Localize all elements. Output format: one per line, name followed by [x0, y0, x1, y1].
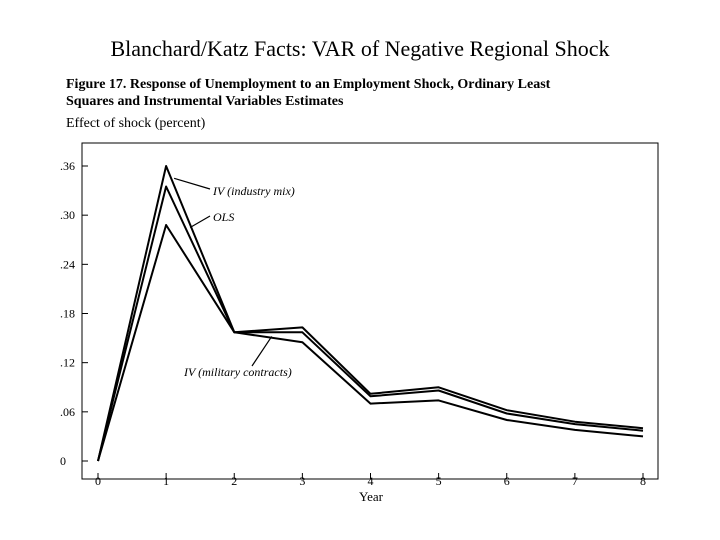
figure-caption: Figure 17. Response of Unemployment to a… — [66, 76, 666, 110]
y-tick-label: .12 — [60, 356, 75, 370]
x-tick-label: 7 — [572, 474, 578, 488]
x-tick-label: 5 — [436, 474, 442, 488]
y-axis-title: Effect of shock (percent) — [66, 116, 206, 131]
y-tick-label: .36 — [60, 159, 75, 173]
x-tick-label: 6 — [504, 474, 510, 488]
y-axis: 0 .06 .12 .18 .24 .30 .36 — [60, 159, 88, 468]
y-tick-label: .18 — [60, 307, 75, 321]
y-tick-label: 0 — [60, 454, 66, 468]
x-axis-title: Year — [359, 489, 384, 504]
series-label-iv-industry-mix: IV (industry mix) — [212, 184, 295, 198]
x-tick-label: 3 — [299, 474, 305, 488]
series-label-leader — [173, 177, 211, 190]
slide-title: Blanchard/Katz Facts: VAR of Negative Re… — [110, 36, 610, 61]
series-line-ols — [97, 185, 644, 462]
x-tick-label: 4 — [368, 474, 374, 488]
x-tick-label: 1 — [163, 474, 169, 488]
x-tick-label: 0 — [95, 474, 101, 488]
series-line-iv-industry-mix — [97, 165, 644, 462]
x-axis: 0 1 2 3 4 5 6 7 8 — [95, 473, 646, 488]
series-labels: IV (industry mix) OLS IV (military contrac… — [173, 177, 295, 379]
series-label-iv-military-contracts: IV (military contracts) — [183, 365, 292, 379]
figure-caption-line-1: Figure 17. Response of Unemployment to a… — [66, 77, 551, 92]
y-tick-label: .30 — [60, 208, 75, 222]
x-tick-label: 8 — [640, 474, 646, 488]
series-label-leader — [251, 336, 273, 367]
series-label-leader — [189, 215, 211, 228]
y-tick-label: .06 — [60, 405, 75, 419]
series-line-iv-military-contracts — [97, 224, 644, 462]
figure-caption-line-2: Squares and Instrumental Variables Estim… — [66, 94, 344, 109]
y-tick-label: .24 — [60, 257, 75, 271]
x-tick-label: 2 — [231, 474, 237, 488]
series-label-ols: OLS — [213, 210, 234, 224]
series-lines — [97, 165, 644, 462]
